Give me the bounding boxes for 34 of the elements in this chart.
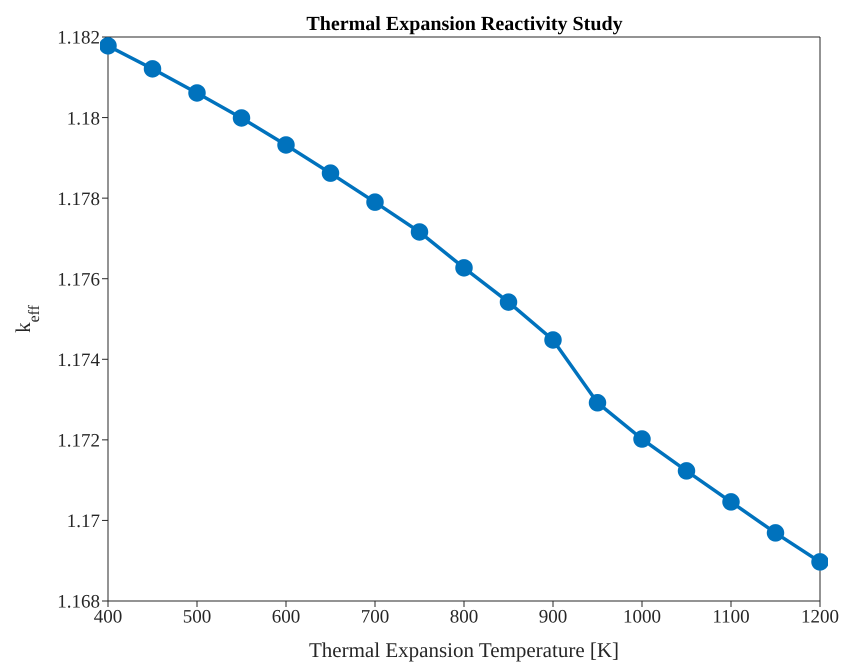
point [722,493,740,511]
point [366,193,384,211]
y-tick-label: 1.178 [57,188,100,210]
point [633,430,651,448]
point [322,164,340,182]
point [188,84,206,102]
x-tick-label: 500 [182,606,212,628]
point [277,136,295,154]
point [766,524,784,542]
x-tick-label: 700 [360,606,390,628]
x-tick-label: 1200 [801,606,839,628]
x-tick-label: 1000 [623,606,661,628]
y-tick-label: 1.174 [57,350,100,372]
chart-title: Thermal Expansion Reactivity Study [306,13,623,35]
y-tick-label: 1.17 [66,511,100,532]
x-tick-label: 1100 [712,606,750,628]
point [410,223,428,241]
point [544,331,562,349]
point [500,293,518,311]
point [144,60,162,78]
y-tick-label: 1.182 [57,28,100,49]
point [455,259,473,277]
x-tick-label: 600 [272,606,300,628]
point [588,394,606,412]
point [232,109,250,127]
x-axis-title: Thermal Expansion Temperature [K] [308,638,620,662]
x-tick-label: 900 [538,606,568,628]
y-tick-label: 1.176 [57,269,100,290]
point [100,37,117,55]
point [811,553,828,571]
point [678,462,696,480]
y-tick-label: 1.172 [57,430,100,452]
y-tick-label: 1.18 [66,108,100,130]
x-tick-label: 800 [450,606,478,628]
